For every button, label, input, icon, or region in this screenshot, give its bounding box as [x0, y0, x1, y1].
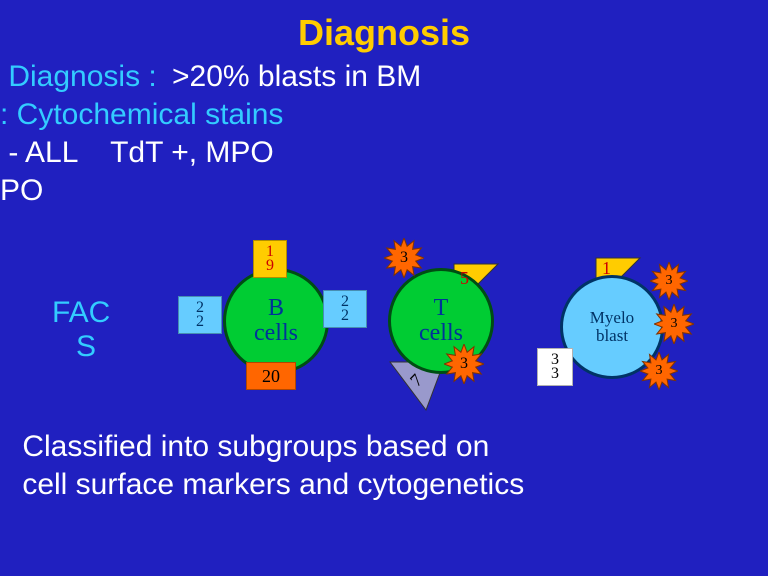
burst-marker-2: 3 — [650, 262, 688, 300]
burst-marker-3: 3 — [654, 304, 694, 344]
rect-marker-0: 22 — [178, 296, 222, 334]
rect-marker-2: 19 — [253, 240, 287, 278]
triangle-label-0: 5 — [460, 268, 469, 289]
rect-marker-4: 33 — [537, 348, 573, 386]
burst-marker-4: 3 — [640, 352, 678, 390]
burst-marker-0: 3 — [384, 238, 424, 278]
rect-marker-3: 20 — [246, 362, 296, 390]
triangle-label-1: 1 — [602, 258, 611, 279]
rect-marker-1: 22 — [323, 290, 367, 328]
burst-marker-1: 3 — [444, 344, 484, 384]
cell-bcell: Bcells — [223, 268, 329, 374]
